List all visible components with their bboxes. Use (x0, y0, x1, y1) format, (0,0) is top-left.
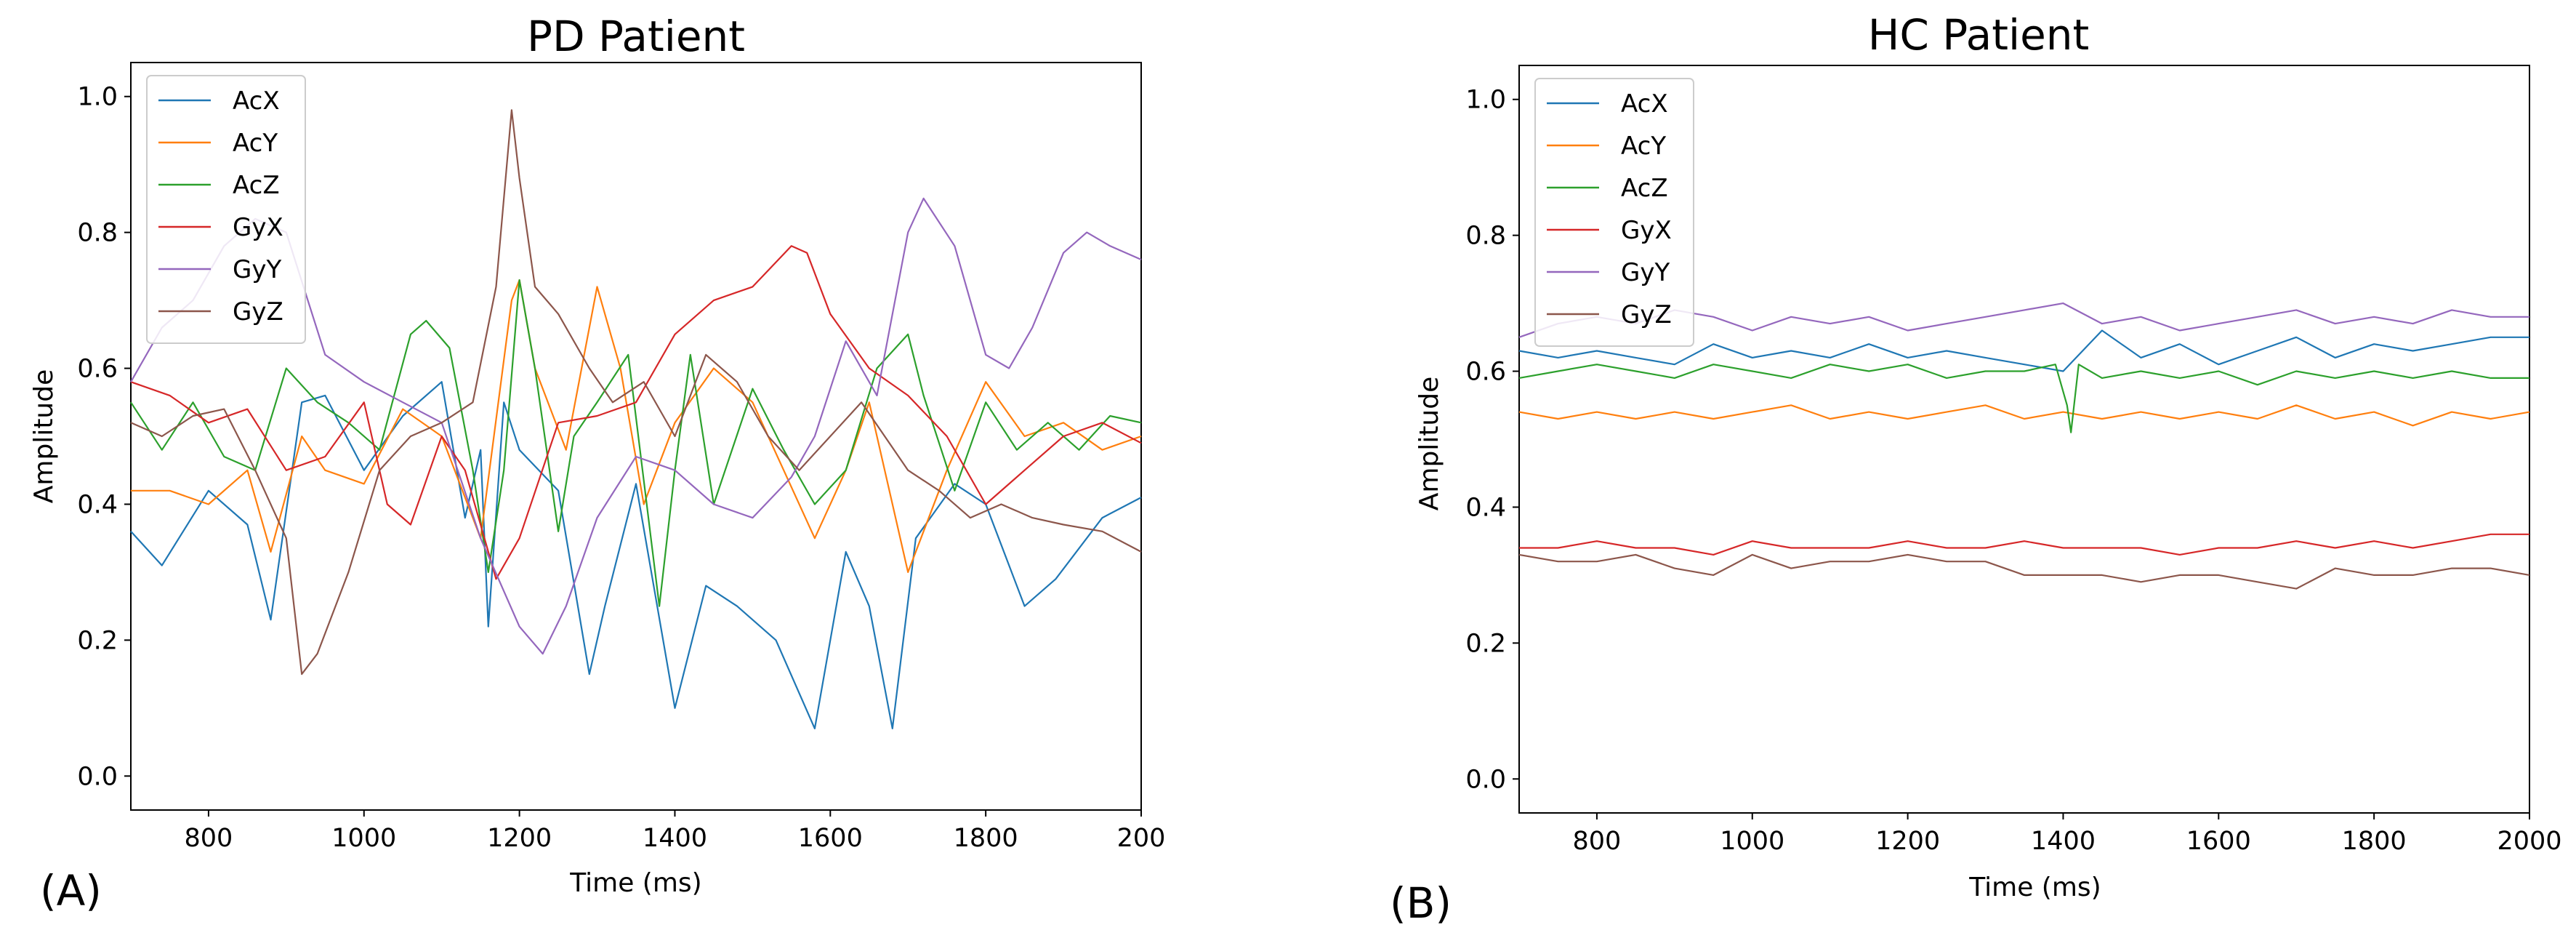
series-line-acy (1518, 404, 2530, 427)
y-tick-label: 0.4 (1465, 493, 1506, 522)
y-tick-label: 0.2 (77, 626, 118, 655)
y-tick-label: 1.0 (1465, 86, 1506, 115)
legend-label: AcX (1621, 89, 1668, 119)
legend-label: GyZ (1621, 300, 1672, 329)
chart-hc-patient: HC Patient Time (ms) Amplitude (B) 800 10… (1390, 10, 2562, 928)
series-line-acy (131, 279, 1142, 574)
x-tick-label: 1200 (487, 824, 552, 853)
legend-label: AcY (1621, 132, 1666, 161)
y-tick-label: 0.8 (1465, 222, 1506, 251)
y-ticks: 0.0 0.2 0.4 0.6 0.8 1.0 (1465, 86, 1519, 794)
legend-label: GyZ (233, 297, 283, 326)
series-line-gyx (130, 245, 1142, 580)
y-tick-label: 0.4 (77, 490, 118, 519)
legend: AcX AcY AcZ GyX GyY GyZ (1534, 78, 1694, 347)
y-axis-label: Amplitude (1414, 377, 1444, 510)
panel-label: (B) (1390, 878, 1452, 928)
y-tick-label: 0.0 (1465, 765, 1506, 794)
series-line-acx (130, 381, 1142, 730)
x-tick-label: 800 (1573, 827, 1622, 856)
x-tick-label: 1800 (954, 824, 1018, 853)
panel-label: (A) (40, 866, 102, 915)
legend: AcX AcY AcZ GyX GyY GyZ (146, 75, 306, 344)
series-line-gyx (1519, 533, 2529, 556)
x-tick-label: 1600 (2186, 827, 2251, 856)
legend-label: AcZ (233, 171, 280, 200)
series-line-acz (130, 279, 1142, 607)
y-tick-label: 0.0 (77, 762, 118, 791)
x-ticks: 800 1000 1200 1400 1600 1800 200 (185, 810, 1166, 853)
y-tick-label: 0.8 (77, 219, 118, 248)
x-tick-label: 1400 (643, 824, 707, 853)
legend-label: AcY (233, 129, 278, 158)
x-tick-label: 1800 (2342, 827, 2407, 856)
chart-title: PD Patient (527, 12, 745, 61)
y-ticks: 0.0 0.2 0.4 0.6 0.8 1.0 (77, 83, 131, 791)
x-tick-label: 2000 (2497, 827, 2561, 856)
legend-label: GyY (233, 255, 281, 284)
series-line-acz (1518, 364, 2529, 433)
plot-frame (1518, 65, 2530, 814)
series-line-gyz (130, 109, 1142, 676)
y-tick-label: 0.2 (1465, 629, 1506, 658)
series-line-acx (1518, 329, 2529, 372)
x-tick-label: 200 (1117, 824, 1166, 853)
x-axis-label: Time (ms) (1968, 873, 2101, 902)
x-tick-label: 1400 (2031, 827, 2096, 856)
series-line-gyz (1518, 553, 2530, 590)
legend-label: AcZ (1621, 174, 1668, 203)
series-lines (130, 109, 1142, 730)
x-tick-label: 1000 (1720, 827, 1784, 856)
x-axis-label: Time (ms) (569, 868, 701, 898)
chart-title: HC Patient (1868, 10, 2090, 60)
x-ticks: 800 1000 1200 1400 1600 1800 2000 (1573, 813, 2562, 856)
x-tick-label: 1200 (1875, 827, 1940, 856)
legend-label: GyX (233, 213, 283, 242)
x-tick-label: 800 (185, 824, 233, 853)
y-tick-label: 0.6 (1465, 358, 1506, 387)
chart-pd-patient: PD Patient Time (ms) Amplitude (A) 800 10… (29, 12, 1165, 915)
y-axis-label: Amplitude (29, 369, 59, 503)
legend-label: AcX (233, 87, 280, 116)
x-tick-label: 1000 (331, 824, 396, 853)
y-tick-label: 0.6 (77, 355, 118, 384)
legend-label: GyX (1621, 216, 1672, 245)
x-tick-label: 1600 (798, 824, 863, 853)
legend-label: GyY (1621, 258, 1670, 287)
y-tick-label: 1.0 (77, 83, 118, 112)
